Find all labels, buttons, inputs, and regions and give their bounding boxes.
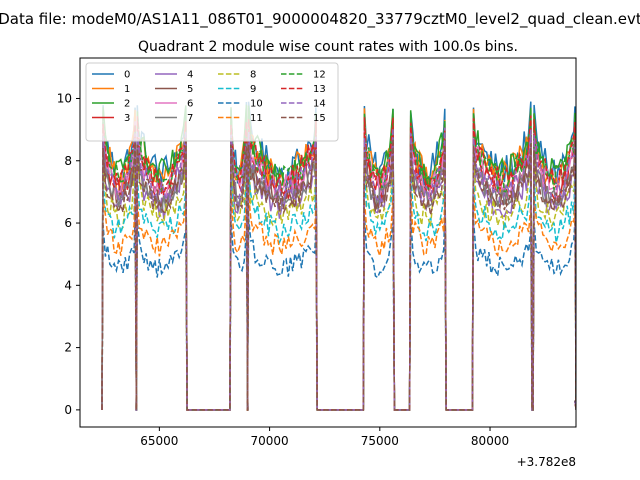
y-tick-label: 0 [64,403,72,417]
x-tick-label: 75000 [361,434,399,448]
legend-label-10: 10 [250,99,263,110]
chart-title: Quadrant 2 module wise count rates with … [138,39,518,55]
legend-box [85,62,339,142]
series-line-0 [101,101,576,411]
legend-label-9: 9 [250,84,256,95]
series-layer [101,101,576,411]
y-tick-label: 10 [57,91,72,105]
legend-label-7: 7 [187,113,193,124]
y-tick-label: 6 [64,216,72,230]
y-tick-label: 2 [64,341,72,355]
series-line-11 [101,188,576,411]
legend-label-0: 0 [124,70,130,81]
plot-area-frame [79,57,577,428]
legend-label-2: 2 [124,99,130,110]
legend-label-15: 15 [313,113,326,124]
x-axis: 65000 70000 75000 80000 [140,427,509,448]
legend-label-3: 3 [124,113,130,124]
series-line-15 [101,138,576,411]
series-line-10 [101,213,576,411]
x-offset-label: +3.782e8 [517,455,576,469]
legend-label-13: 13 [313,84,326,95]
y-tick-label: 8 [64,154,72,168]
legend-label-1: 1 [124,84,130,95]
x-tick-label: 70000 [250,434,288,448]
legend-label-14: 14 [313,99,326,110]
x-tick-label: 65000 [140,434,178,448]
figure-suptitle: Data file: modeM0/AS1A11_086T01_90000048… [0,10,640,29]
series-line-12 [101,111,576,411]
legend-label-4: 4 [187,70,193,81]
series-line-4 [101,142,576,411]
legend-label-8: 8 [250,70,256,81]
legend-label-11: 11 [250,113,263,124]
legend-label-12: 12 [313,70,326,81]
x-tick-label: 80000 [471,434,509,448]
legend-label-6: 6 [187,99,193,110]
y-axis: 0 2 4 6 8 10 [57,91,80,417]
legend-label-5: 5 [187,84,193,95]
y-tick-label: 4 [64,278,72,292]
